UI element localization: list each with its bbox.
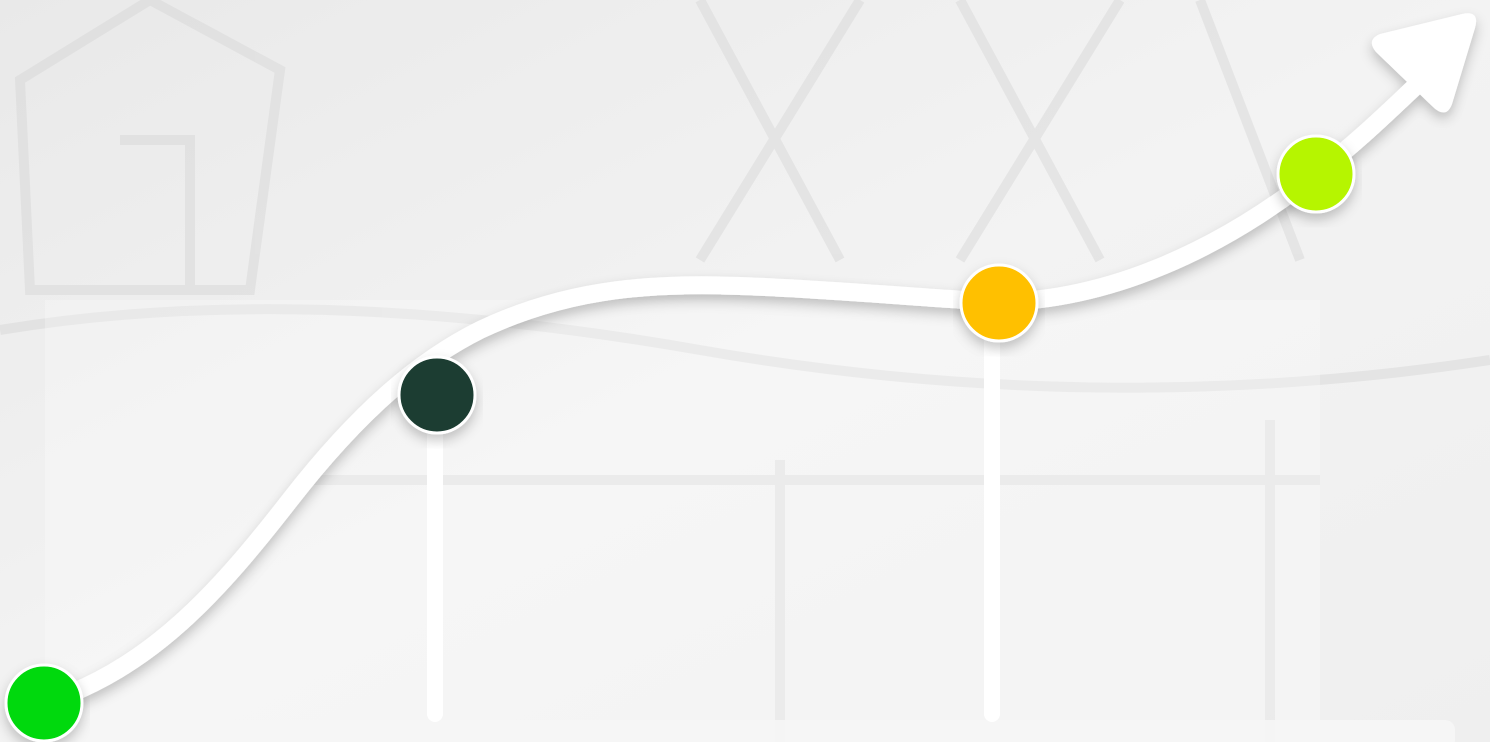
base-bar: [40, 720, 1455, 742]
milestone-dot: [961, 265, 1037, 341]
panel: [45, 300, 1320, 720]
milestone-dot: [6, 665, 82, 741]
milestone-dot: [399, 357, 475, 433]
milestone-dot: [1278, 136, 1354, 212]
growth-diagram: [0, 0, 1490, 742]
